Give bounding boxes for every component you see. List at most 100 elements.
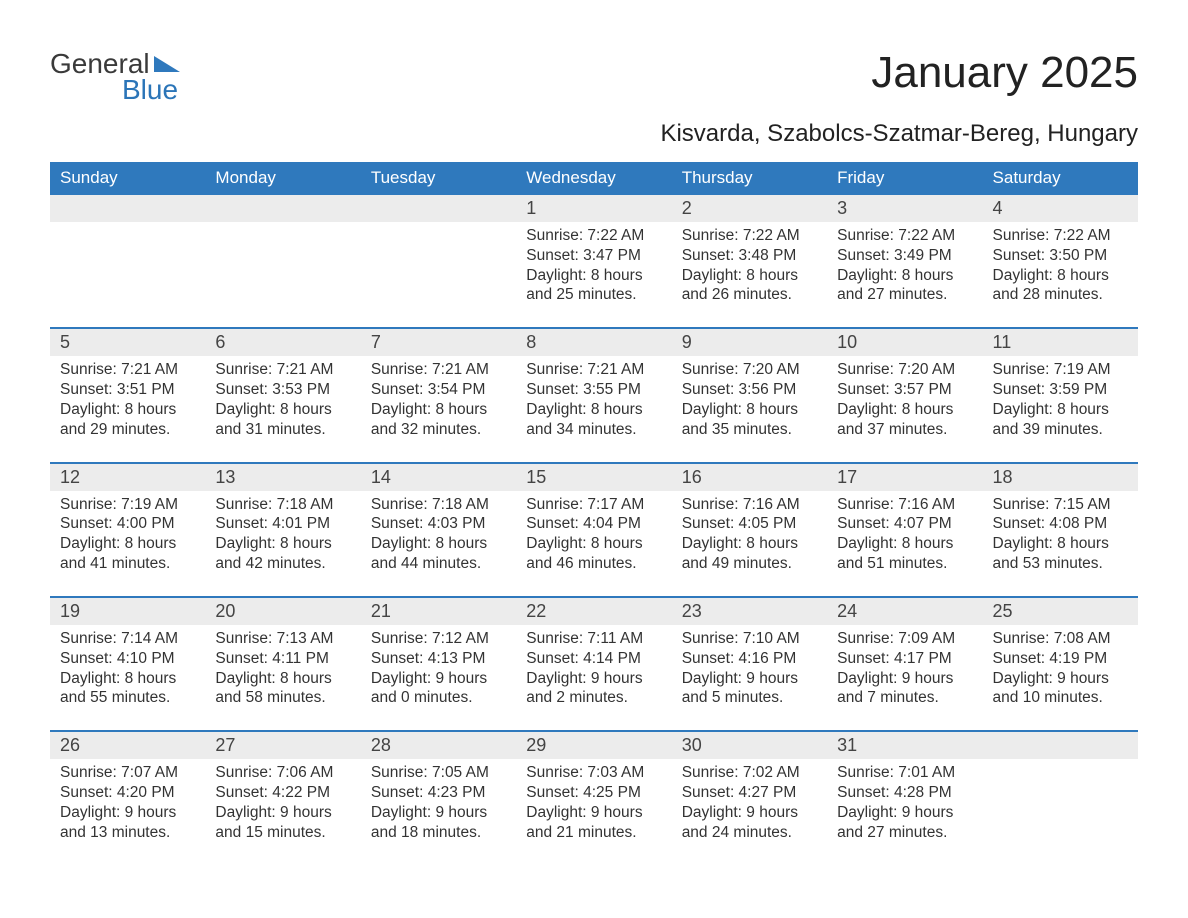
sunrise-line: Sunrise: 7:01 AM xyxy=(837,763,972,783)
empty-cell xyxy=(205,222,360,327)
sunrise-line: Sunrise: 7:22 AM xyxy=(682,226,817,246)
day-number: 29 xyxy=(516,732,671,759)
daylight-line: Daylight: 8 hours and 27 minutes. xyxy=(837,266,972,306)
day-number: 16 xyxy=(672,464,827,491)
day-cell: Sunrise: 7:21 AMSunset: 3:53 PMDaylight:… xyxy=(205,356,360,461)
daylight-line: Daylight: 8 hours and 37 minutes. xyxy=(837,400,972,440)
sunrise-line: Sunrise: 7:22 AM xyxy=(526,226,661,246)
day-content-row: Sunrise: 7:07 AMSunset: 4:20 PMDaylight:… xyxy=(50,759,1138,864)
day-number: 11 xyxy=(983,329,1138,356)
day-cell: Sunrise: 7:05 AMSunset: 4:23 PMDaylight:… xyxy=(361,759,516,864)
day-number-row: 12131415161718 xyxy=(50,464,1138,491)
sunrise-line: Sunrise: 7:11 AM xyxy=(526,629,661,649)
sunrise-line: Sunrise: 7:13 AM xyxy=(215,629,350,649)
sunrise-line: Sunrise: 7:20 AM xyxy=(682,360,817,380)
sunrise-line: Sunrise: 7:07 AM xyxy=(60,763,195,783)
sunrise-line: Sunrise: 7:10 AM xyxy=(682,629,817,649)
sunset-line: Sunset: 4:05 PM xyxy=(682,514,817,534)
daylight-line: Daylight: 8 hours and 26 minutes. xyxy=(682,266,817,306)
sunset-line: Sunset: 4:23 PM xyxy=(371,783,506,803)
daylight-line: Daylight: 8 hours and 29 minutes. xyxy=(60,400,195,440)
daylight-line: Daylight: 9 hours and 2 minutes. xyxy=(526,669,661,709)
sunrise-line: Sunrise: 7:12 AM xyxy=(371,629,506,649)
day-number: 4 xyxy=(983,195,1138,222)
day-number: 15 xyxy=(516,464,671,491)
daylight-line: Daylight: 8 hours and 41 minutes. xyxy=(60,534,195,574)
day-cell: Sunrise: 7:16 AMSunset: 4:05 PMDaylight:… xyxy=(672,491,827,596)
day-number: 31 xyxy=(827,732,982,759)
sunrise-line: Sunrise: 7:02 AM xyxy=(682,763,817,783)
sunrise-line: Sunrise: 7:19 AM xyxy=(60,495,195,515)
day-number: 21 xyxy=(361,598,516,625)
sunrise-line: Sunrise: 7:21 AM xyxy=(526,360,661,380)
day-number: 18 xyxy=(983,464,1138,491)
empty-cell xyxy=(361,195,516,222)
weekday-header: Saturday xyxy=(983,162,1138,195)
day-number: 6 xyxy=(205,329,360,356)
day-cell: Sunrise: 7:21 AMSunset: 3:51 PMDaylight:… xyxy=(50,356,205,461)
day-number: 8 xyxy=(516,329,671,356)
daylight-line: Daylight: 8 hours and 31 minutes. xyxy=(215,400,350,440)
sunset-line: Sunset: 3:47 PM xyxy=(526,246,661,266)
day-cell: Sunrise: 7:20 AMSunset: 3:56 PMDaylight:… xyxy=(672,356,827,461)
daylight-line: Daylight: 8 hours and 46 minutes. xyxy=(526,534,661,574)
day-number: 26 xyxy=(50,732,205,759)
day-number: 3 xyxy=(827,195,982,222)
daylight-line: Daylight: 8 hours and 39 minutes. xyxy=(993,400,1128,440)
logo: General Blue xyxy=(50,48,180,106)
day-number: 5 xyxy=(50,329,205,356)
sunrise-line: Sunrise: 7:21 AM xyxy=(215,360,350,380)
day-number: 30 xyxy=(672,732,827,759)
daylight-line: Daylight: 9 hours and 10 minutes. xyxy=(993,669,1128,709)
daylight-line: Daylight: 9 hours and 0 minutes. xyxy=(371,669,506,709)
day-cell: Sunrise: 7:22 AMSunset: 3:47 PMDaylight:… xyxy=(516,222,671,327)
daylight-line: Daylight: 9 hours and 5 minutes. xyxy=(682,669,817,709)
day-cell: Sunrise: 7:08 AMSunset: 4:19 PMDaylight:… xyxy=(983,625,1138,730)
sunset-line: Sunset: 4:10 PM xyxy=(60,649,195,669)
daylight-line: Daylight: 9 hours and 13 minutes. xyxy=(60,803,195,843)
sunset-line: Sunset: 3:53 PM xyxy=(215,380,350,400)
sunrise-line: Sunrise: 7:21 AM xyxy=(60,360,195,380)
calendar-table: SundayMondayTuesdayWednesdayThursdayFrid… xyxy=(50,162,1138,865)
sunset-line: Sunset: 3:50 PM xyxy=(993,246,1128,266)
day-cell: Sunrise: 7:21 AMSunset: 3:54 PMDaylight:… xyxy=(361,356,516,461)
weekday-header: Monday xyxy=(205,162,360,195)
day-cell: Sunrise: 7:15 AMSunset: 4:08 PMDaylight:… xyxy=(983,491,1138,596)
sunset-line: Sunset: 3:56 PM xyxy=(682,380,817,400)
sunrise-line: Sunrise: 7:22 AM xyxy=(993,226,1128,246)
day-number: 2 xyxy=(672,195,827,222)
sunset-line: Sunset: 3:48 PM xyxy=(682,246,817,266)
weekday-header: Sunday xyxy=(50,162,205,195)
day-cell: Sunrise: 7:18 AMSunset: 4:03 PMDaylight:… xyxy=(361,491,516,596)
day-cell: Sunrise: 7:13 AMSunset: 4:11 PMDaylight:… xyxy=(205,625,360,730)
sunset-line: Sunset: 4:11 PM xyxy=(215,649,350,669)
sunset-line: Sunset: 4:04 PM xyxy=(526,514,661,534)
sunrise-line: Sunrise: 7:06 AM xyxy=(215,763,350,783)
day-cell: Sunrise: 7:22 AMSunset: 3:48 PMDaylight:… xyxy=(672,222,827,327)
sunset-line: Sunset: 4:27 PM xyxy=(682,783,817,803)
empty-cell xyxy=(361,222,516,327)
day-number: 20 xyxy=(205,598,360,625)
day-number-row: 1234 xyxy=(50,195,1138,222)
weekday-header: Tuesday xyxy=(361,162,516,195)
day-cell: Sunrise: 7:06 AMSunset: 4:22 PMDaylight:… xyxy=(205,759,360,864)
sunset-line: Sunset: 3:54 PM xyxy=(371,380,506,400)
sunset-line: Sunset: 4:14 PM xyxy=(526,649,661,669)
sunrise-line: Sunrise: 7:05 AM xyxy=(371,763,506,783)
sunset-line: Sunset: 4:03 PM xyxy=(371,514,506,534)
day-cell: Sunrise: 7:21 AMSunset: 3:55 PMDaylight:… xyxy=(516,356,671,461)
daylight-line: Daylight: 9 hours and 21 minutes. xyxy=(526,803,661,843)
weekday-header: Wednesday xyxy=(516,162,671,195)
sunrise-line: Sunrise: 7:17 AM xyxy=(526,495,661,515)
sunset-line: Sunset: 4:13 PM xyxy=(371,649,506,669)
sunset-line: Sunset: 4:28 PM xyxy=(837,783,972,803)
weekday-header: Friday xyxy=(827,162,982,195)
header: General Blue January 2025 xyxy=(50,48,1138,106)
sunset-line: Sunset: 4:01 PM xyxy=(215,514,350,534)
day-content-row: Sunrise: 7:21 AMSunset: 3:51 PMDaylight:… xyxy=(50,356,1138,461)
day-cell: Sunrise: 7:12 AMSunset: 4:13 PMDaylight:… xyxy=(361,625,516,730)
sunrise-line: Sunrise: 7:21 AM xyxy=(371,360,506,380)
day-cell: Sunrise: 7:22 AMSunset: 3:50 PMDaylight:… xyxy=(983,222,1138,327)
day-number: 25 xyxy=(983,598,1138,625)
empty-cell xyxy=(983,732,1138,759)
